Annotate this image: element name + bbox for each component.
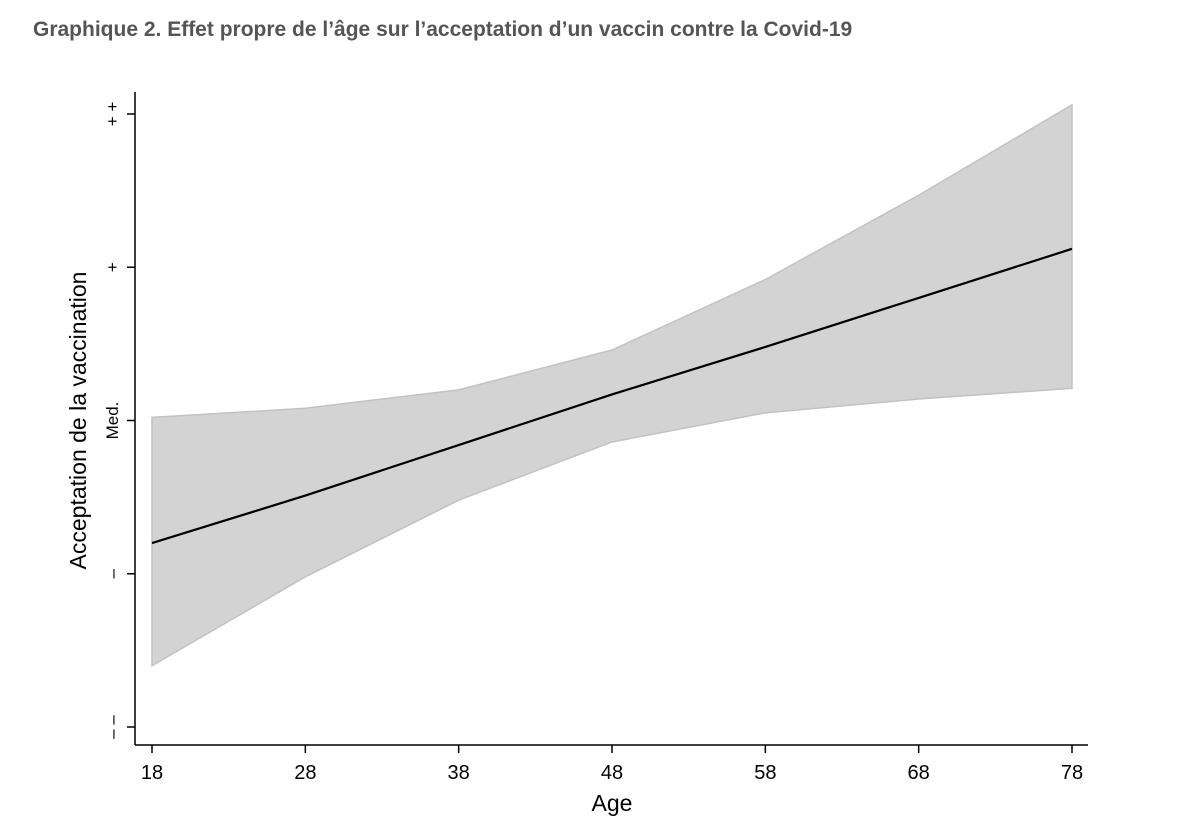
trend-line-layer xyxy=(151,247,1073,545)
y-tick-label: – – xyxy=(103,715,122,739)
x-tick-label: 58 xyxy=(754,762,776,784)
x-tick-label: 68 xyxy=(908,762,930,784)
x-tick-label: 78 xyxy=(1061,762,1083,784)
y-tick-label: + xyxy=(103,262,122,272)
x-tick-label: 28 xyxy=(294,762,316,784)
confidence-band-layer xyxy=(151,103,1073,668)
x-tick-label: 38 xyxy=(448,762,470,784)
confidence-band xyxy=(151,103,1073,668)
y-tick-label: + + xyxy=(103,102,122,127)
x-axis-label: Age xyxy=(592,790,633,816)
axes: 18 28 38 48 58 68 78 – – – Med. + + + xyxy=(103,92,1088,784)
trend-line xyxy=(151,247,1073,545)
x-tick-label: 18 xyxy=(141,762,163,784)
y-tick-label: – xyxy=(103,568,122,578)
x-tick-label: 48 xyxy=(601,762,623,784)
y-axis-label: Acceptation de la vaccination xyxy=(65,272,91,570)
y-tick-label: Med. xyxy=(103,402,122,440)
figure-title: Graphique 2. Effet propre de l’âge sur l… xyxy=(33,18,853,41)
